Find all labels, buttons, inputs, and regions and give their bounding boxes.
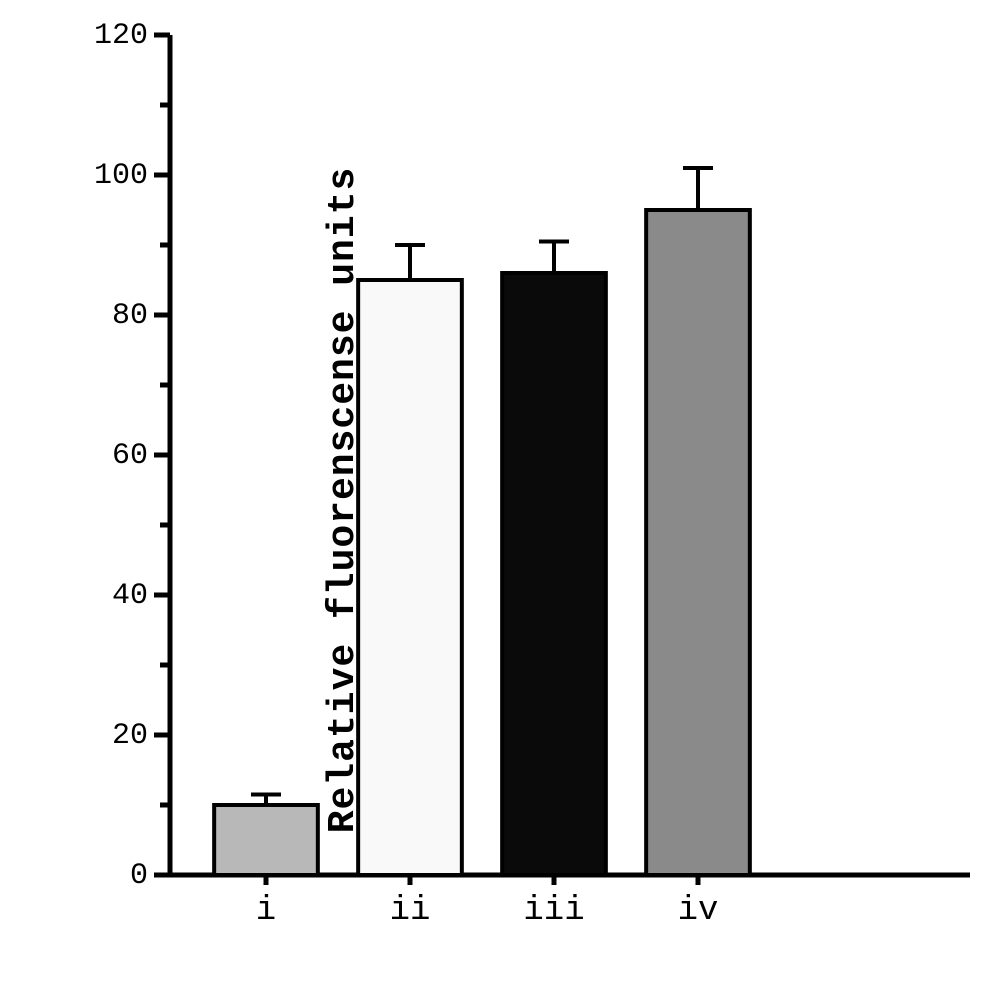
- svg-text:60: 60: [112, 439, 148, 473]
- svg-text:80: 80: [112, 299, 148, 333]
- y-axis-label: Relative fluorenscense units: [322, 167, 365, 834]
- svg-text:0: 0: [130, 859, 148, 893]
- svg-text:100: 100: [94, 159, 148, 193]
- bar-i: [214, 805, 318, 875]
- chart-svg: 020406080100120iiiiiiiv: [0, 0, 992, 1000]
- svg-text:120: 120: [94, 19, 148, 53]
- svg-text:40: 40: [112, 579, 148, 613]
- bar-ii: [358, 280, 462, 875]
- bar-iv: [646, 210, 750, 875]
- xlabel-iii: iii: [523, 892, 584, 930]
- xlabel-ii: ii: [390, 892, 431, 930]
- svg-text:20: 20: [112, 719, 148, 753]
- xlabel-i: i: [256, 892, 276, 930]
- bar-chart: Relative fluorenscense units 0 20 40 60 80 10…: [0, 0, 992, 1000]
- bar-iii: [502, 273, 606, 875]
- xlabel-iv: iv: [678, 892, 719, 930]
